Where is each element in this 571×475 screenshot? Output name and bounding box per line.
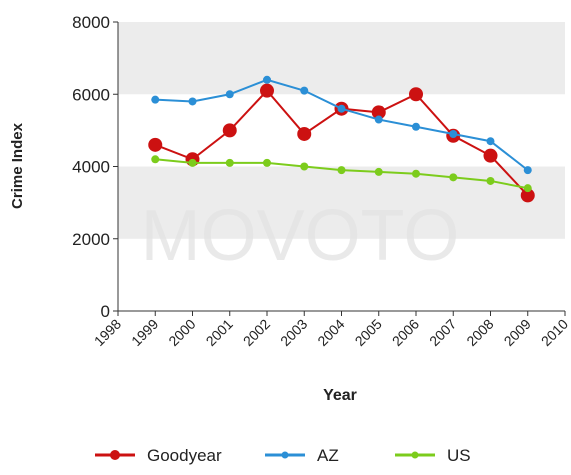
point <box>222 123 237 138</box>
x-tick-label: 1999 <box>128 316 161 349</box>
x-tick-label: 2005 <box>352 316 385 349</box>
point <box>148 137 163 152</box>
x-axis-label: Year <box>323 387 357 404</box>
x-tick-label: 2001 <box>203 316 236 349</box>
legend-label: Goodyear <box>147 446 222 465</box>
x-tick-label: 2009 <box>501 316 534 349</box>
legend-marker <box>110 450 120 460</box>
x-tick-label: 2008 <box>463 316 496 349</box>
point <box>297 126 312 141</box>
y-tick-label: 0 <box>101 302 110 321</box>
point <box>151 155 160 164</box>
point <box>371 105 386 120</box>
y-tick-label: 4000 <box>72 158 110 177</box>
x-tick-label: 1998 <box>91 316 124 349</box>
legend-label: US <box>447 446 471 465</box>
point <box>263 158 271 167</box>
point <box>337 166 346 175</box>
x-tick-label: 2000 <box>165 316 198 349</box>
y-tick-label: 2000 <box>72 230 110 249</box>
point <box>449 129 458 138</box>
legend-marker <box>411 451 419 459</box>
legend-marker <box>281 451 289 459</box>
x-tick-label: 2004 <box>314 316 347 349</box>
point <box>263 75 271 84</box>
point <box>188 158 197 167</box>
point <box>412 122 420 131</box>
x-tick-label: 2002 <box>240 316 273 349</box>
x-tick-label: 2006 <box>389 316 422 349</box>
point <box>300 162 309 171</box>
x-tick-label: 2003 <box>277 316 310 349</box>
point <box>449 173 458 182</box>
point <box>412 169 420 178</box>
point <box>483 148 498 163</box>
point <box>486 137 495 146</box>
point <box>260 83 274 98</box>
grid-band <box>118 22 565 95</box>
point <box>520 188 535 203</box>
point <box>409 87 423 102</box>
point <box>225 158 234 167</box>
legend-label: AZ <box>317 446 339 465</box>
y-axis-label: Crime Index <box>9 122 26 209</box>
watermark: MOVOTO <box>141 196 460 276</box>
point <box>300 86 309 95</box>
point <box>486 176 495 185</box>
point <box>188 97 197 106</box>
y-tick-label: 6000 <box>72 85 110 104</box>
y-tick-label: 8000 <box>72 13 110 32</box>
point <box>225 90 234 99</box>
x-tick-label: 2010 <box>538 316 571 349</box>
point <box>374 167 383 176</box>
x-tick-label: 2007 <box>426 316 459 349</box>
point <box>523 184 532 193</box>
point <box>151 95 160 104</box>
point <box>374 115 383 124</box>
point <box>523 166 532 175</box>
point <box>337 104 346 113</box>
